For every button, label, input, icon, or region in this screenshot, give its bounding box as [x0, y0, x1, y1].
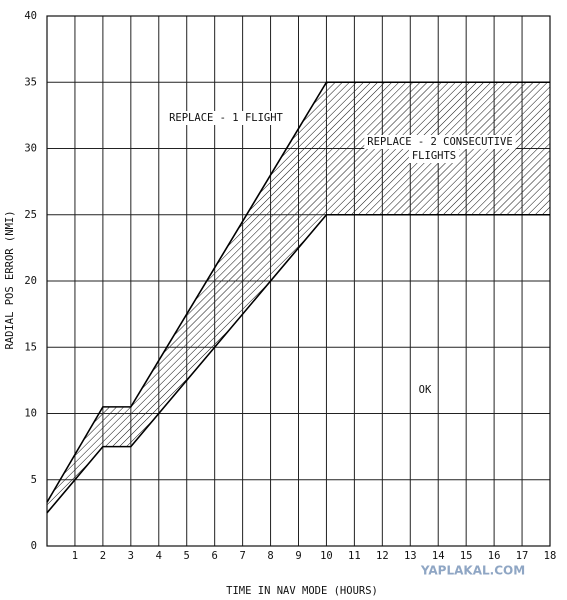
hatched-band: [47, 82, 550, 513]
annotation-background: [166, 111, 287, 125]
x-tick-label: 4: [156, 550, 162, 562]
x-tick-label: 15: [460, 550, 473, 562]
x-tick-label: 1: [72, 550, 78, 562]
annotation: REPLACE - 2 CONSECUTIVE: [367, 136, 512, 148]
plot-frame: [46, 15, 551, 547]
y-tick-label: 0: [31, 540, 37, 552]
annotation: OK: [419, 384, 432, 396]
y-tick-label: 35: [24, 76, 37, 88]
x-tick-label: 5: [184, 550, 190, 562]
x-tick-label: 17: [516, 550, 529, 562]
annotation-background: [364, 135, 516, 149]
x-tick-label: 13: [404, 550, 417, 562]
series-line: [46, 213, 550, 514]
x-tick-label: 10: [320, 550, 333, 562]
x-tick-label: 3: [128, 550, 134, 562]
x-tick-label: 9: [295, 550, 301, 562]
y-axis-label: RADIAL POS ERROR (NMI): [4, 210, 16, 349]
y-tick-label: 25: [24, 209, 37, 221]
x-tick-label: 16: [488, 550, 501, 562]
x-tick-label: 6: [212, 550, 218, 562]
x-tick-label: 14: [432, 550, 445, 562]
annotation-background: [408, 149, 460, 163]
x-tick-label: 8: [267, 550, 273, 562]
y-tick-label: 15: [24, 341, 37, 353]
watermark: YAPLAKAL.COM: [420, 564, 525, 578]
x-tick-label: 2: [100, 550, 106, 562]
x-tick-label: 7: [239, 550, 245, 562]
x-tick-label: 18: [544, 550, 557, 562]
y-tick-label: 40: [24, 10, 37, 22]
y-tick-label: 5: [31, 474, 37, 486]
y-tick-label: 10: [24, 408, 37, 420]
y-tick-label: 30: [24, 143, 37, 155]
series-line: [46, 81, 550, 503]
annotation: REPLACE - 1 FLIGHT: [169, 112, 283, 124]
x-tick-label: 11: [348, 550, 361, 562]
annotation-background: [415, 383, 435, 397]
x-axis-label: TIME IN NAV MODE (HOURS): [226, 585, 378, 597]
annotation: FLIGHTS: [412, 150, 456, 162]
y-tick-label: 20: [24, 275, 37, 287]
x-tick-label: 12: [376, 550, 389, 562]
